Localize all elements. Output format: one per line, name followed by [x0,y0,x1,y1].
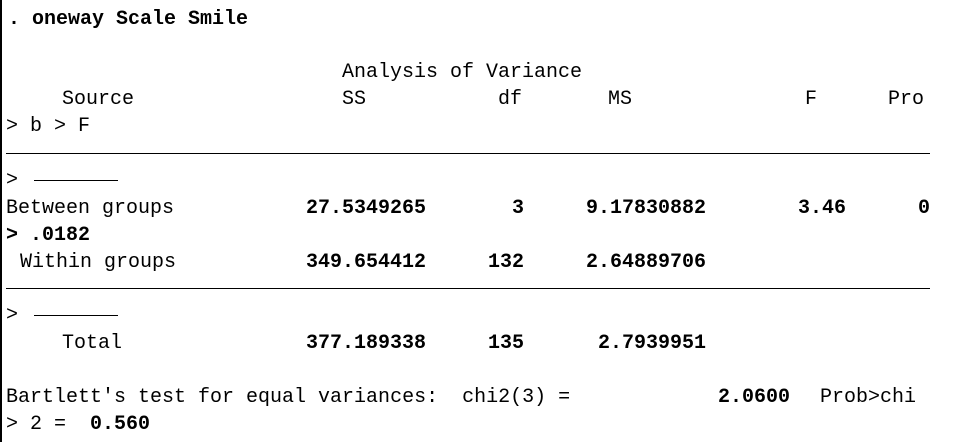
header-prob: Pro [888,88,925,111]
bartlett-wrap-prefix: > 2 = [6,413,79,436]
row-total-ms: 2.7939951 [597,332,706,355]
dash-line [34,180,118,181]
row-between-prob: 0 [917,197,930,220]
header-ss: SS [342,88,367,111]
header-df: df [498,88,523,111]
dash-prefix-2: > [6,304,19,327]
row-within-ms: 2.64889706 [585,251,706,274]
row-label-within: Within groups [20,251,177,274]
total-divider [6,288,930,289]
dash-prefix: > [6,169,19,192]
row-within-df: 132 [487,251,524,274]
row-total-df: 135 [487,332,524,355]
header-source: Source [62,88,135,111]
bartlett-prob-label: Prob>chi [820,386,917,409]
row-between-f: 3.46 [797,197,846,220]
bartlett-text: Bartlett's test for equal variances: chi… [6,386,583,409]
header-wrap: > b > F [6,115,91,138]
row-between-ss: 27.5349265 [305,197,426,220]
row-between-wrap: > .0182 [6,224,91,247]
header-ms: MS [608,88,633,111]
dash-line-2 [34,315,118,316]
command-line: . oneway Scale Smile [8,8,249,31]
row-between-ms: 9.17830882 [585,197,706,220]
row-between-df: 3 [511,197,524,220]
header-divider [6,153,930,154]
bartlett-prob-value: 0.560 [90,413,151,436]
bartlett-chi2-value: 2.0600 [717,386,790,409]
row-within-ss: 349.654412 [305,251,426,274]
row-label-between: Between groups [6,197,175,220]
header-f: F [805,88,818,111]
row-label-total: Total [62,332,123,355]
row-total-ss: 377.189338 [305,332,426,355]
table-title: Analysis of Variance [342,61,583,84]
